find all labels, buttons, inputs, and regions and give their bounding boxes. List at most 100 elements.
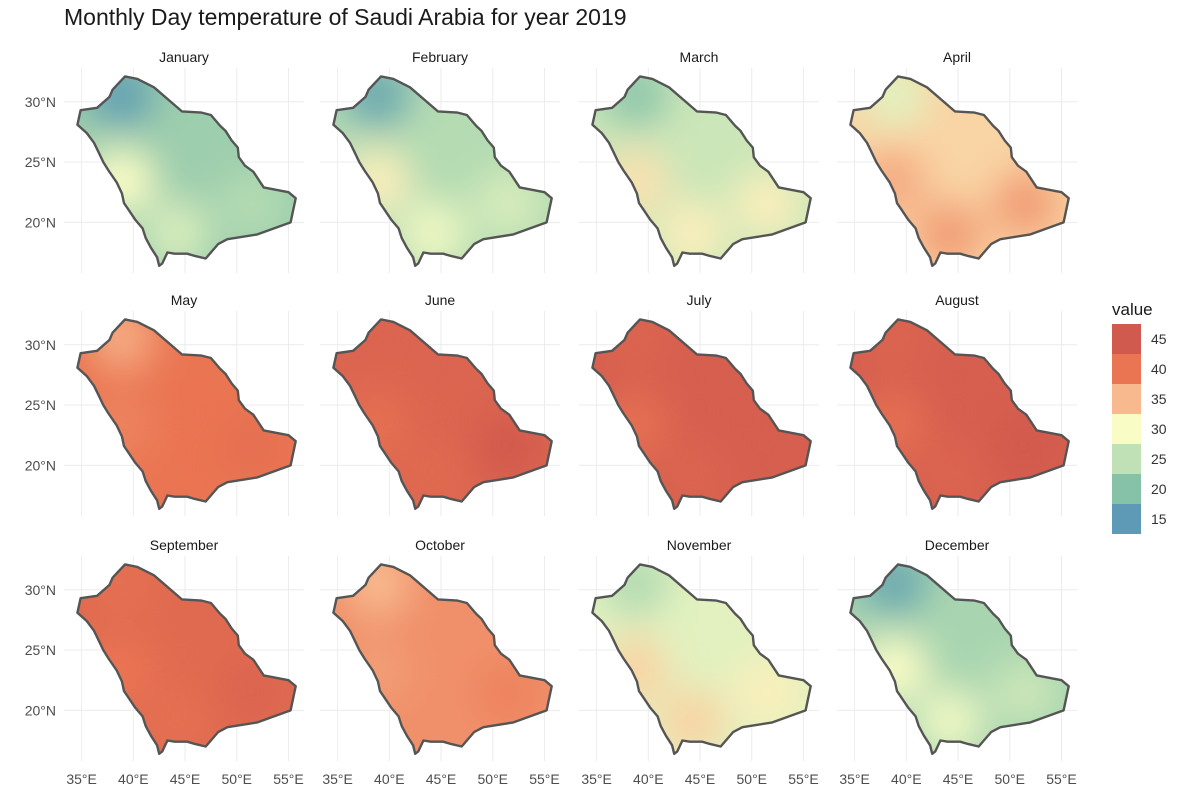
map-panel-july: July	[579, 292, 819, 516]
temperature-field	[850, 319, 1069, 509]
color-legend: value 45 40 35 30 25 20 15	[1112, 300, 1167, 534]
temperature-region-north	[859, 564, 928, 617]
temperature-region-north	[859, 76, 928, 129]
temperature-region-west	[341, 147, 410, 216]
legend-swatch	[1112, 474, 1141, 504]
facet-label: March	[680, 49, 719, 65]
legend-label: 40	[1151, 361, 1167, 377]
temperature-region-south	[398, 688, 467, 754]
temperature-field	[333, 319, 552, 509]
temperature-region-center	[918, 122, 999, 203]
map-panel-december: December 35°E 40°E 45°E 50°E 55°E	[837, 537, 1077, 787]
legend-title: value	[1112, 300, 1153, 319]
country-outline	[332, 318, 553, 510]
x-tick-label: 35°E	[581, 771, 612, 787]
temperature-region-center	[401, 122, 482, 203]
temperature-region-west	[600, 635, 669, 704]
facet-label: May	[171, 292, 197, 308]
legend-label: 20	[1151, 481, 1167, 497]
temperature-region-center	[145, 610, 226, 691]
temperature-region-west	[858, 390, 927, 459]
legend-entry: 45	[1112, 324, 1167, 354]
legend-swatch	[1112, 504, 1141, 534]
temperature-field	[592, 319, 811, 509]
chart-title: Monthly Day temperature of Saudi Arabia …	[64, 4, 627, 30]
legend-label: 15	[1151, 511, 1167, 527]
temperature-region-south	[142, 443, 211, 509]
temperature-field	[77, 564, 296, 754]
map-panel-may: May 30°N 25°N 20°N	[25, 292, 304, 516]
legend-entry: 15	[1112, 504, 1167, 534]
temperature-region-north	[601, 76, 670, 129]
temperature-region-center	[401, 610, 482, 691]
x-tick-label: 55°E	[529, 771, 560, 787]
temperature-region-north	[86, 319, 155, 372]
legend-entry: 40	[1112, 354, 1167, 384]
country-outline	[849, 318, 1070, 510]
legend-swatch	[1112, 384, 1141, 414]
map-panel-september: September 30°N 25°N 20°N 35°E 40°E 45°E 50°E 55°…	[25, 537, 304, 787]
x-tick-label: 35°E	[839, 771, 870, 787]
y-tick-label: 30°N	[25, 582, 56, 598]
y-tick-label: 20°N	[25, 457, 56, 473]
country-outline	[591, 75, 812, 267]
x-tick-label: 40°E	[374, 771, 405, 787]
temperature-field	[77, 319, 296, 509]
country-outline	[591, 563, 812, 755]
temperature-region-north	[601, 564, 670, 617]
x-tick-label: 50°E	[737, 771, 768, 787]
temperature-field	[850, 76, 1069, 266]
x-tick-label: 45°E	[170, 771, 201, 787]
facet-label: November	[667, 537, 732, 553]
country-outline	[849, 563, 1070, 755]
temperature-region-south	[142, 200, 211, 266]
temperature-region-center	[918, 365, 999, 446]
temperature-region-north	[342, 564, 411, 617]
x-tick-label: 40°E	[633, 771, 664, 787]
temperature-region-west	[600, 390, 669, 459]
legend-entry: 20	[1112, 474, 1167, 504]
legend-label: 25	[1151, 451, 1167, 467]
temperature-region-west	[85, 390, 154, 459]
x-tick-label: 40°E	[891, 771, 922, 787]
temperature-region-center	[660, 610, 741, 691]
map-panel-april: April	[837, 49, 1077, 273]
map-panel-june: June	[320, 292, 560, 516]
x-tick-label: 55°E	[788, 771, 819, 787]
temperature-field	[333, 564, 552, 754]
y-tick-label: 30°N	[25, 337, 56, 353]
legend-entry: 30	[1112, 414, 1167, 444]
y-tick-label: 25°N	[25, 154, 56, 170]
legend-entry: 25	[1112, 444, 1167, 474]
temperature-region-center	[145, 122, 226, 203]
x-tick-label: 55°E	[1046, 771, 1077, 787]
temperature-region-south	[915, 688, 984, 754]
temperature-field	[77, 76, 296, 266]
facet-label: August	[935, 292, 979, 308]
country-outline	[849, 75, 1070, 267]
temperature-field	[850, 564, 1069, 754]
temperature-region-west	[341, 635, 410, 704]
temperature-region-west	[341, 390, 410, 459]
temperature-region-center	[660, 365, 741, 446]
temperature-region-south	[657, 443, 726, 509]
temperature-field	[592, 76, 811, 266]
temperature-region-north	[859, 319, 928, 372]
x-tick-label: 50°E	[995, 771, 1026, 787]
country-outline	[76, 75, 297, 267]
temperature-region-west	[600, 147, 669, 216]
legend-swatch	[1112, 444, 1141, 474]
legend-label: 45	[1151, 331, 1167, 347]
x-tick-label: 50°E	[222, 771, 253, 787]
temperature-region-center	[401, 365, 482, 446]
temperature-region-south	[657, 688, 726, 754]
map-panel-november: November 35°E 40°E 45°E 50°E 55°E	[579, 537, 819, 787]
map-panel-february: February	[320, 49, 560, 273]
country-outline	[76, 563, 297, 755]
country-outline	[591, 318, 812, 510]
facet-label: June	[425, 292, 456, 308]
map-panel-october: October 35°E 40°E 45°E 50°E 55°E	[320, 537, 560, 787]
facet-label: April	[943, 49, 971, 65]
x-tick-label: 35°E	[66, 771, 97, 787]
